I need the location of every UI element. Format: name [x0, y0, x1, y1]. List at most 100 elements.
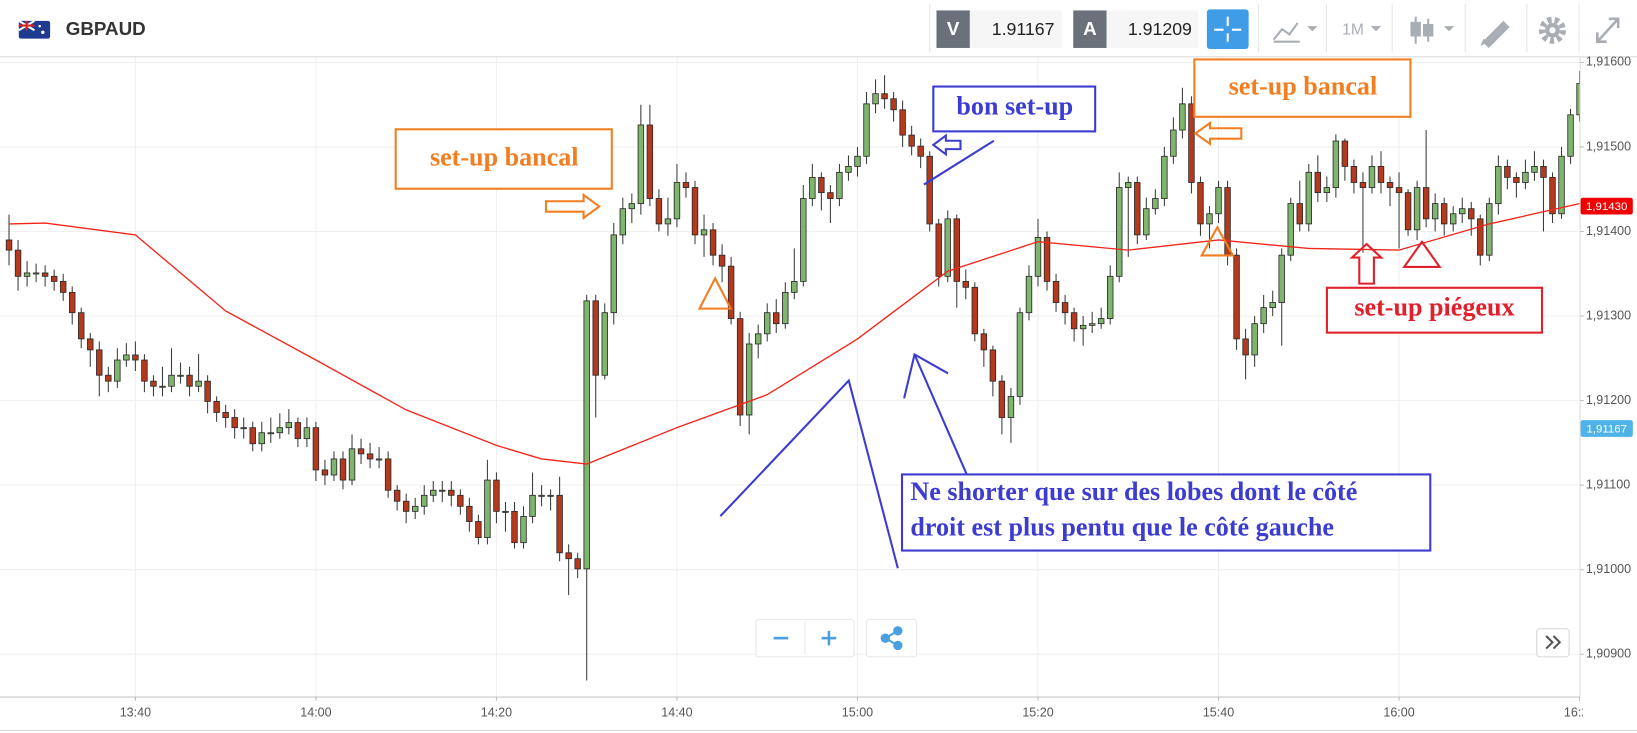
- candle-body: [1540, 165, 1547, 178]
- candle-body: [673, 182, 681, 220]
- share-button[interactable]: [880, 626, 903, 651]
- candle-body: [691, 187, 699, 236]
- candle-body: [800, 198, 807, 282]
- y-tick-label: 1,91000: [1586, 562, 1631, 576]
- candle-body: [718, 254, 726, 267]
- timeframe[interactable]: 1M: [1342, 21, 1364, 38]
- candle-body: [384, 458, 392, 491]
- candle-body: [114, 359, 121, 382]
- moving-average: [9, 202, 1580, 465]
- candle-body: [935, 223, 942, 277]
- candle-body: [123, 354, 130, 361]
- triangle: [1199, 225, 1235, 257]
- annotation-box: [1193, 58, 1412, 118]
- candle-body: [330, 458, 338, 476]
- candle-body: [953, 218, 960, 282]
- candle-body: [411, 505, 419, 512]
- candle-body: [791, 280, 798, 293]
- candle-body: [132, 354, 139, 361]
- candle-body: [150, 380, 157, 387]
- candle-body: [267, 432, 274, 435]
- candle-body: [971, 286, 979, 335]
- candle-body: [1576, 83, 1580, 116]
- candle-body: [32, 272, 40, 275]
- candle-body: [1486, 203, 1493, 256]
- annotation-box: [900, 473, 1432, 552]
- candle-body: [926, 155, 933, 225]
- toolbar-bg: [0, 0, 1637, 57]
- candle-body: [393, 489, 401, 502]
- annotation-box: [932, 85, 1097, 133]
- triangle: [1402, 240, 1442, 268]
- candle-body: [1287, 203, 1294, 256]
- candle-body: [23, 272, 31, 277]
- candle-body: [854, 155, 861, 167]
- candle-body: [1350, 165, 1358, 183]
- candle-body: [50, 275, 58, 282]
- candle-body: [1341, 140, 1349, 167]
- candle-body: [637, 124, 645, 205]
- candle-body: [1043, 237, 1051, 282]
- settings-button[interactable]: [1538, 16, 1567, 44]
- ask-label: A: [1083, 18, 1097, 39]
- candle-body: [1197, 182, 1204, 225]
- candle-body: [764, 312, 771, 335]
- expand-button[interactable]: [1596, 17, 1620, 44]
- candle-body: [41, 272, 49, 277]
- candle-body: [1513, 176, 1520, 183]
- candle-type-button[interactable]: [1410, 16, 1455, 44]
- candle-body: [1179, 103, 1186, 131]
- candle-body: [1260, 307, 1267, 325]
- candle-body: [1440, 203, 1448, 225]
- candle-body: [1188, 103, 1195, 183]
- candle-body: [402, 500, 410, 512]
- candle-body: [276, 427, 284, 434]
- candle-body: [502, 510, 509, 513]
- candle-body: [547, 494, 554, 497]
- candle-body: [1377, 165, 1385, 183]
- candle-body: [457, 494, 464, 507]
- candle-body: [366, 453, 374, 460]
- candle-body: [348, 448, 356, 481]
- annotation-text: Ne shorter que sur des lobes dont le côt…: [910, 477, 1357, 506]
- candle-body: [204, 380, 211, 402]
- candle-body: [592, 300, 599, 376]
- candle-body: [439, 489, 446, 492]
- candle-body: [944, 218, 951, 277]
- annotation-text: set-up bancal: [1229, 72, 1378, 101]
- candle-body: [1422, 187, 1430, 220]
- candle-body: [1549, 176, 1556, 215]
- candle-body: [1468, 208, 1475, 220]
- x-tick-label: 15:00: [842, 706, 873, 720]
- candle-body: [159, 385, 166, 388]
- crosshair-button[interactable]: [1206, 9, 1249, 50]
- candle-body: [59, 280, 67, 293]
- candle-body: [231, 417, 238, 429]
- draw-button[interactable]: [1480, 20, 1510, 48]
- candle-body: [845, 165, 852, 173]
- candle-body: [1206, 213, 1213, 225]
- x-tick-label: 14:40: [661, 706, 692, 720]
- share-box: [865, 618, 918, 658]
- candle-body: [1007, 395, 1015, 418]
- line: [913, 354, 968, 475]
- candle-body: [1233, 254, 1240, 340]
- candle-body: [1269, 302, 1276, 309]
- chart-type-button[interactable]: [1272, 22, 1318, 43]
- candle-body: [1061, 302, 1069, 314]
- y-tick-label: 1,91600: [1586, 55, 1631, 69]
- candle-body: [5, 239, 13, 251]
- candle-body: [1170, 129, 1177, 157]
- candle-body: [1125, 182, 1132, 188]
- candle-body: [565, 552, 572, 560]
- x-tick-label: 16:20: [1564, 706, 1595, 720]
- zoom-in[interactable]: [821, 630, 837, 646]
- candle-body: [475, 521, 482, 538]
- candle-body: [1097, 318, 1105, 325]
- scroll-latest[interactable]: [1545, 635, 1562, 650]
- candle-body: [1052, 280, 1060, 303]
- candle-body: [1106, 275, 1114, 320]
- candle-body: [68, 291, 76, 314]
